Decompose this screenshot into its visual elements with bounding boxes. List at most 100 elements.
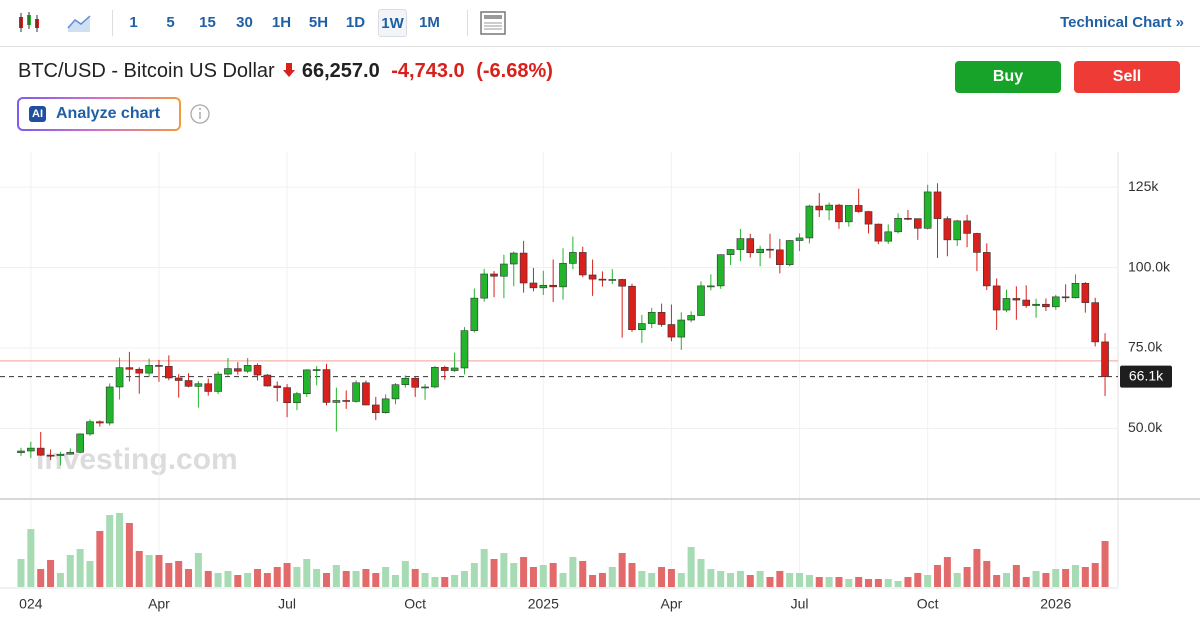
- volume-bar: [805, 575, 813, 587]
- interval-button[interactable]: 1D: [345, 14, 366, 31]
- candle-body: [943, 218, 952, 241]
- candle-body: [835, 204, 843, 223]
- candle-body: [283, 387, 291, 404]
- layout-icon[interactable]: [480, 11, 506, 35]
- volume-bar: [145, 555, 153, 587]
- change: -4,743.0: [391, 60, 465, 82]
- candle-body: [391, 384, 400, 400]
- candle-body: [746, 238, 755, 254]
- toolbar: 1 5 15 30 1H 5H 1D 1W 1M Technical Chart »: [0, 0, 1200, 47]
- volume-bar: [884, 579, 892, 587]
- interval-button[interactable]: 1M: [419, 14, 440, 31]
- candle-body: [145, 365, 153, 374]
- candle-body: [707, 285, 715, 288]
- candle-body: [815, 205, 824, 211]
- interval-button[interactable]: 30: [236, 14, 253, 31]
- candle-body: [214, 373, 222, 392]
- volume-bar: [313, 569, 321, 587]
- analyze-label: Analyze chart: [56, 105, 161, 122]
- volume-bar: [697, 559, 705, 587]
- interval-button[interactable]: 5: [166, 14, 175, 31]
- volume-bar: [460, 571, 468, 587]
- candle-body: [1002, 298, 1011, 311]
- candle-body: [184, 380, 193, 387]
- volume-bar: [185, 569, 193, 587]
- candle-body: [450, 367, 459, 371]
- candle-body: [1022, 299, 1031, 306]
- candle-body: [401, 377, 410, 386]
- candle-body: [234, 368, 242, 372]
- volume-bar: [549, 563, 557, 587]
- candle-icon[interactable]: [16, 10, 42, 36]
- volume-bar: [943, 557, 951, 587]
- volume-bar: [559, 573, 567, 587]
- candle-body: [411, 377, 420, 388]
- candle-body: [628, 285, 636, 330]
- candle-body: [953, 220, 962, 241]
- volume-bar: [1071, 565, 1079, 587]
- candle-body: [165, 366, 173, 379]
- volume-bar: [165, 563, 173, 587]
- x-tick-label: Jul: [791, 596, 809, 612]
- candle-body: [500, 263, 508, 277]
- volume-bar: [194, 553, 202, 587]
- interval-button[interactable]: 1: [129, 14, 138, 31]
- candle-body: [618, 279, 626, 287]
- volume-bar: [529, 567, 537, 587]
- interval-button[interactable]: 15: [199, 14, 216, 31]
- volume-bar: [17, 559, 25, 587]
- candle-body: [253, 365, 262, 376]
- volume-bar: [372, 573, 380, 587]
- interval-button[interactable]: 1W: [378, 9, 407, 37]
- candle-body: [776, 249, 784, 265]
- volume-bar: [342, 571, 350, 587]
- candle-body: [825, 204, 833, 211]
- candle-body: [578, 252, 587, 276]
- candle-body: [371, 404, 380, 414]
- interval-button[interactable]: 5H: [308, 14, 329, 31]
- volume-bar: [490, 559, 498, 587]
- candle-body: [17, 450, 25, 453]
- candle-body: [36, 447, 45, 456]
- volume-bar: [628, 563, 636, 587]
- buy-button[interactable]: Buy: [955, 61, 1061, 93]
- candle-body: [638, 323, 646, 330]
- interval-button[interactable]: 1H: [271, 14, 292, 31]
- x-tick-label: 024: [19, 596, 43, 612]
- sell-button[interactable]: Sell: [1074, 61, 1180, 93]
- volume-bar: [1081, 567, 1089, 587]
- technical-chart-link[interactable]: Technical Chart »: [1060, 14, 1184, 31]
- candle-body: [1032, 303, 1040, 306]
- volume-bar: [224, 571, 232, 587]
- volume-bar: [776, 571, 784, 587]
- volume-bar: [125, 523, 133, 587]
- candle-body: [293, 393, 301, 404]
- volume-bar: [451, 575, 459, 587]
- candle-body: [904, 218, 912, 220]
- candle-body: [224, 368, 232, 375]
- volume-bar: [86, 561, 94, 587]
- volume-bar: [717, 571, 725, 587]
- volume-bar: [569, 557, 577, 587]
- analyze-button[interactable]: AI Analyze chart: [17, 97, 181, 131]
- candle-body: [352, 382, 360, 402]
- info-icon[interactable]: [189, 103, 211, 125]
- volume-bar: [598, 573, 606, 587]
- x-tick-label: 2025: [528, 596, 559, 612]
- volume-bar: [480, 549, 488, 587]
- candle-body: [273, 385, 282, 388]
- volume-bar: [106, 515, 114, 587]
- area-icon[interactable]: [66, 12, 94, 34]
- volume-bar: [973, 549, 981, 587]
- candle-body: [608, 279, 617, 281]
- candle-body: [1101, 341, 1109, 377]
- x-tick-label: Oct: [917, 596, 939, 612]
- ai-badge: AI: [29, 106, 46, 122]
- volume-bar: [362, 569, 370, 587]
- volume-bar: [815, 577, 823, 587]
- y-tick-label: 100.0k: [1128, 258, 1171, 274]
- volume-bar: [707, 569, 715, 587]
- x-tick-label: Jul: [278, 596, 296, 612]
- volume-bar: [520, 557, 528, 587]
